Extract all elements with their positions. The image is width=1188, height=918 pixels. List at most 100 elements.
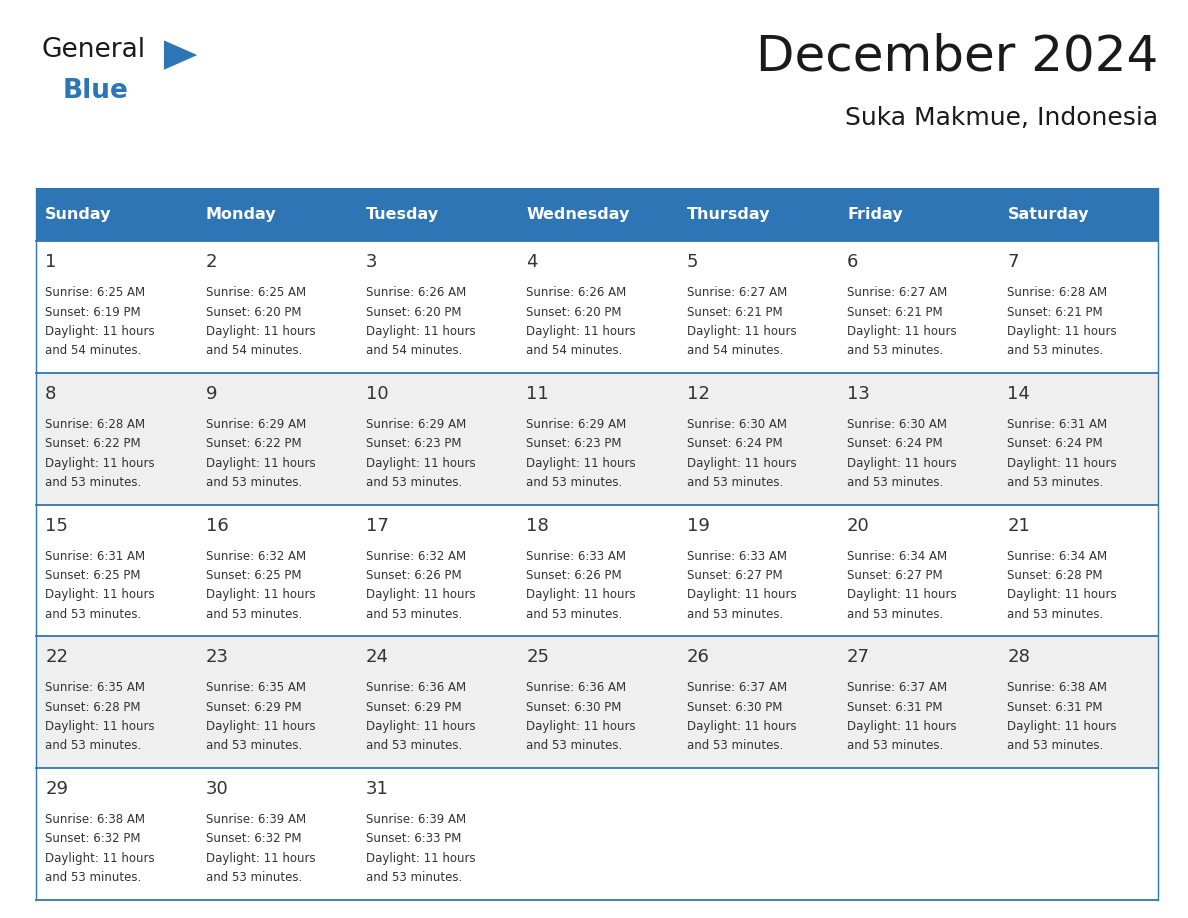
Bar [36, 505, 1158, 636]
Text: Sunrise: 6:26 AM: Sunrise: 6:26 AM [366, 286, 466, 299]
Text: Daylight: 11 hours: Daylight: 11 hours [526, 588, 636, 601]
Text: Sunset: 6:27 PM: Sunset: 6:27 PM [847, 569, 942, 582]
Text: Sunset: 6:33 PM: Sunset: 6:33 PM [366, 833, 461, 845]
Text: 31: 31 [366, 780, 388, 798]
Text: 10: 10 [366, 385, 388, 403]
Text: Daylight: 11 hours: Daylight: 11 hours [847, 588, 956, 601]
Text: and 53 minutes.: and 53 minutes. [206, 608, 302, 621]
Text: and 54 minutes.: and 54 minutes. [366, 344, 462, 357]
Text: Daylight: 11 hours: Daylight: 11 hours [847, 456, 956, 470]
Text: and 53 minutes.: and 53 minutes. [45, 476, 141, 489]
Text: Sunday: Sunday [45, 207, 112, 222]
Text: Sunrise: 6:31 AM: Sunrise: 6:31 AM [45, 550, 145, 563]
Bar [36, 188, 1158, 241]
Text: 11: 11 [526, 385, 549, 403]
Text: Sunrise: 6:27 AM: Sunrise: 6:27 AM [687, 286, 786, 299]
Text: Blue: Blue [63, 78, 128, 104]
Text: and 53 minutes.: and 53 minutes. [1007, 344, 1104, 357]
Text: Sunset: 6:29 PM: Sunset: 6:29 PM [366, 700, 461, 713]
Text: Sunset: 6:29 PM: Sunset: 6:29 PM [206, 700, 301, 713]
Text: Daylight: 11 hours: Daylight: 11 hours [45, 852, 154, 865]
Text: Sunset: 6:24 PM: Sunset: 6:24 PM [847, 437, 942, 451]
Text: 4: 4 [526, 253, 538, 272]
Bar [36, 636, 1158, 768]
Text: Sunrise: 6:32 AM: Sunrise: 6:32 AM [366, 550, 466, 563]
Text: Sunrise: 6:35 AM: Sunrise: 6:35 AM [45, 681, 145, 694]
Text: Daylight: 11 hours: Daylight: 11 hours [526, 720, 636, 733]
Text: Tuesday: Tuesday [366, 207, 440, 222]
Text: 20: 20 [847, 517, 870, 534]
Text: Sunrise: 6:37 AM: Sunrise: 6:37 AM [687, 681, 786, 694]
Text: Sunrise: 6:25 AM: Sunrise: 6:25 AM [206, 286, 305, 299]
Text: Sunrise: 6:39 AM: Sunrise: 6:39 AM [366, 813, 466, 826]
Text: Sunset: 6:20 PM: Sunset: 6:20 PM [526, 306, 621, 319]
Text: and 53 minutes.: and 53 minutes. [526, 739, 623, 752]
Text: Sunset: 6:26 PM: Sunset: 6:26 PM [366, 569, 461, 582]
Text: December 2024: December 2024 [756, 32, 1158, 80]
Text: Sunrise: 6:35 AM: Sunrise: 6:35 AM [206, 681, 305, 694]
Text: Sunrise: 6:36 AM: Sunrise: 6:36 AM [526, 681, 626, 694]
Text: and 53 minutes.: and 53 minutes. [847, 739, 943, 752]
Text: Sunrise: 6:37 AM: Sunrise: 6:37 AM [847, 681, 947, 694]
Text: Sunset: 6:27 PM: Sunset: 6:27 PM [687, 569, 782, 582]
Text: and 53 minutes.: and 53 minutes. [1007, 476, 1104, 489]
Text: 1: 1 [45, 253, 57, 272]
Text: Sunset: 6:26 PM: Sunset: 6:26 PM [526, 569, 621, 582]
Text: and 53 minutes.: and 53 minutes. [366, 739, 462, 752]
Text: and 54 minutes.: and 54 minutes. [45, 344, 141, 357]
Text: and 53 minutes.: and 53 minutes. [206, 739, 302, 752]
Text: Sunset: 6:25 PM: Sunset: 6:25 PM [45, 569, 140, 582]
Text: Daylight: 11 hours: Daylight: 11 hours [687, 720, 796, 733]
Text: and 54 minutes.: and 54 minutes. [206, 344, 302, 357]
Text: Sunset: 6:19 PM: Sunset: 6:19 PM [45, 306, 140, 319]
Text: 17: 17 [366, 517, 388, 534]
Text: Daylight: 11 hours: Daylight: 11 hours [687, 456, 796, 470]
Text: Sunrise: 6:25 AM: Sunrise: 6:25 AM [45, 286, 145, 299]
Text: 5: 5 [687, 253, 699, 272]
Text: Sunset: 6:23 PM: Sunset: 6:23 PM [366, 437, 461, 451]
Text: and 54 minutes.: and 54 minutes. [526, 344, 623, 357]
Text: Thursday: Thursday [687, 207, 770, 222]
Text: Daylight: 11 hours: Daylight: 11 hours [206, 852, 315, 865]
Text: Wednesday: Wednesday [526, 207, 630, 222]
Text: and 53 minutes.: and 53 minutes. [45, 739, 141, 752]
Text: and 53 minutes.: and 53 minutes. [526, 476, 623, 489]
Text: 22: 22 [45, 648, 68, 666]
Text: 29: 29 [45, 780, 68, 798]
Text: and 53 minutes.: and 53 minutes. [206, 476, 302, 489]
Text: 2: 2 [206, 253, 217, 272]
Text: Daylight: 11 hours: Daylight: 11 hours [366, 325, 475, 338]
Text: Daylight: 11 hours: Daylight: 11 hours [687, 588, 796, 601]
Text: Daylight: 11 hours: Daylight: 11 hours [45, 720, 154, 733]
Text: Sunrise: 6:29 AM: Sunrise: 6:29 AM [526, 418, 626, 431]
Text: 8: 8 [45, 385, 57, 403]
Text: Friday: Friday [847, 207, 903, 222]
Text: Sunrise: 6:28 AM: Sunrise: 6:28 AM [1007, 286, 1107, 299]
Text: Sunset: 6:31 PM: Sunset: 6:31 PM [1007, 700, 1102, 713]
Text: Daylight: 11 hours: Daylight: 11 hours [366, 456, 475, 470]
Text: Sunrise: 6:26 AM: Sunrise: 6:26 AM [526, 286, 626, 299]
Text: Sunrise: 6:36 AM: Sunrise: 6:36 AM [366, 681, 466, 694]
Text: Saturday: Saturday [1007, 207, 1089, 222]
Text: Daylight: 11 hours: Daylight: 11 hours [847, 720, 956, 733]
Text: Daylight: 11 hours: Daylight: 11 hours [366, 588, 475, 601]
Text: and 54 minutes.: and 54 minutes. [687, 344, 783, 357]
Text: 21: 21 [1007, 517, 1030, 534]
Text: and 53 minutes.: and 53 minutes. [206, 871, 302, 884]
Text: 23: 23 [206, 648, 228, 666]
Text: 13: 13 [847, 385, 870, 403]
Text: Sunset: 6:22 PM: Sunset: 6:22 PM [206, 437, 301, 451]
Text: Daylight: 11 hours: Daylight: 11 hours [366, 720, 475, 733]
Text: 15: 15 [45, 517, 68, 534]
Text: Sunset: 6:23 PM: Sunset: 6:23 PM [526, 437, 621, 451]
Text: Sunrise: 6:29 AM: Sunrise: 6:29 AM [206, 418, 305, 431]
Text: 19: 19 [687, 517, 709, 534]
Text: Daylight: 11 hours: Daylight: 11 hours [206, 325, 315, 338]
Text: 3: 3 [366, 253, 378, 272]
Text: and 53 minutes.: and 53 minutes. [1007, 608, 1104, 621]
Text: and 53 minutes.: and 53 minutes. [847, 476, 943, 489]
Text: Monday: Monday [206, 207, 276, 222]
Text: 18: 18 [526, 517, 549, 534]
Text: Sunrise: 6:38 AM: Sunrise: 6:38 AM [1007, 681, 1107, 694]
Text: and 53 minutes.: and 53 minutes. [847, 608, 943, 621]
